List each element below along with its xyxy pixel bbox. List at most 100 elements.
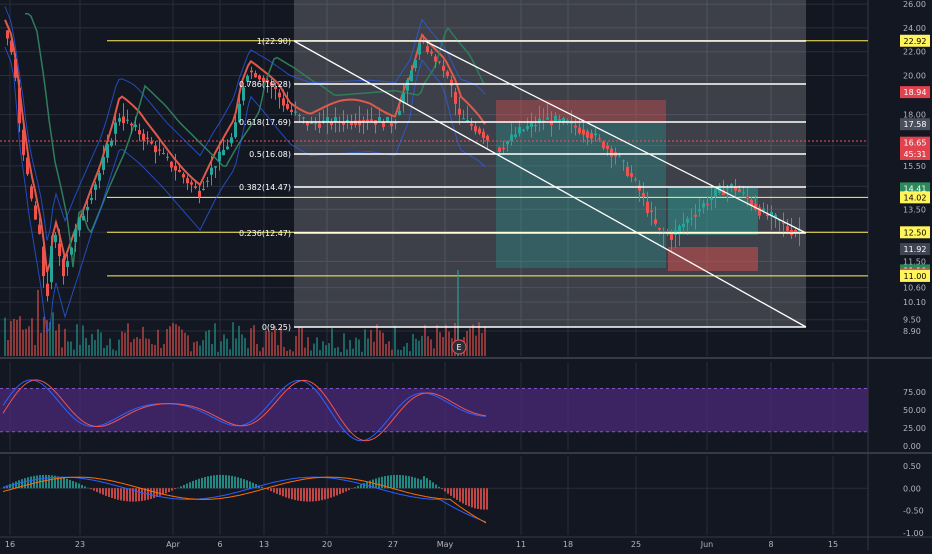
macd-histogram-bar [168, 488, 170, 492]
volume-bar [259, 351, 261, 356]
macd-histogram-bar [240, 478, 242, 488]
volume-bar [13, 319, 15, 356]
volume-bar [130, 342, 132, 356]
fib-level-label: 0.5(16.08) [249, 150, 291, 159]
candle-body [174, 166, 177, 171]
time-axis-tick: 20 [322, 540, 332, 549]
volume-bar [400, 350, 402, 356]
candle-body [378, 117, 381, 121]
macd-histogram-bar [306, 488, 308, 501]
volume-bar [250, 328, 252, 356]
candle-body [518, 127, 521, 133]
macd-histogram-bar [27, 477, 29, 488]
macd-histogram-bar [135, 488, 137, 501]
price-axis-tick: 26.00 [903, 0, 926, 9]
volume-bar [214, 323, 216, 356]
volume-bar [235, 338, 237, 356]
time-axis-tick: 16 [5, 540, 15, 549]
candle-body [302, 117, 305, 118]
macd-histogram-bar [438, 487, 440, 488]
macd-histogram-bar [276, 488, 278, 494]
macd-histogram-bar [81, 485, 83, 488]
candle-body [290, 110, 293, 112]
candle-body [54, 235, 57, 242]
candle-body [470, 124, 473, 126]
volume-bar [181, 330, 183, 356]
candle-body [318, 123, 321, 128]
volume-bar [127, 323, 129, 356]
price-axis-tick: 22.00 [903, 48, 926, 57]
macd-histogram-bar [33, 476, 35, 488]
time-axis-tick: Jun [700, 540, 714, 549]
volume-bar [52, 312, 54, 356]
volume-bar [226, 339, 228, 356]
candle-body [626, 167, 629, 176]
volume-bar [319, 350, 321, 356]
macd-histogram-bar [216, 475, 218, 488]
volume-bar [91, 334, 93, 356]
volume-bar [232, 322, 234, 356]
candle-body [522, 130, 525, 131]
macd-histogram-bar [315, 488, 317, 501]
volume-bar [265, 331, 267, 356]
volume-bar [139, 339, 141, 356]
time-axis-tick: May [437, 540, 454, 549]
volume-bar [211, 344, 213, 356]
macd-histogram-bar [66, 479, 68, 488]
macd-histogram-bar [159, 488, 161, 496]
time-axis-tick: 15 [828, 540, 838, 549]
volume-bar [337, 347, 339, 356]
macd-histogram-bar [297, 488, 299, 500]
candle-body [414, 60, 417, 68]
candle-body [122, 117, 125, 124]
volume-bar [370, 330, 372, 356]
macd-histogram-bar [111, 488, 113, 498]
candle-body [102, 157, 105, 170]
candle-body [546, 118, 549, 120]
macd-histogram-bar [429, 480, 431, 488]
macd-histogram-bar [75, 482, 77, 488]
candle-body [218, 152, 221, 162]
volume-bar [331, 328, 333, 356]
macd-histogram-bar [363, 483, 365, 488]
macd-histogram-bar [153, 488, 155, 498]
macd-histogram-bar [354, 487, 356, 488]
volume-bar [100, 332, 102, 356]
macd-histogram-bar [393, 475, 395, 488]
candle-body [526, 126, 529, 129]
macd-histogram-bar [369, 481, 371, 489]
volume-bar [301, 327, 303, 356]
volume-bar [118, 340, 120, 356]
volume-bar [82, 325, 84, 356]
fib-level-label: 0.618(17.69) [239, 118, 291, 127]
volume-bar [334, 348, 336, 356]
candle-body [358, 120, 361, 125]
macd-histogram-bar [435, 485, 437, 489]
candle-body [506, 141, 509, 144]
candle-body [438, 61, 441, 62]
candle-body [74, 230, 77, 242]
volume-bar [190, 351, 192, 356]
fib-level-label: 1(22.90) [257, 37, 291, 46]
volume-bar [58, 324, 60, 356]
volume-bar [115, 351, 117, 356]
candle-body [594, 133, 597, 135]
macd-histogram-bar [348, 488, 350, 490]
candle-body [654, 219, 657, 224]
candle-body [714, 189, 717, 197]
candle-body [22, 130, 25, 155]
macd-histogram-bar [282, 488, 284, 496]
volume-bar [217, 352, 219, 356]
volume-bar [19, 316, 21, 356]
volume-bar [262, 347, 264, 356]
volume-bar [70, 341, 72, 356]
volume-bar [253, 325, 255, 356]
stoch-axis-tick: 25.00 [903, 424, 926, 433]
macd-histogram-bar [333, 488, 335, 496]
macd-histogram-bar [423, 476, 425, 488]
candle-body [130, 124, 133, 126]
macd-histogram-bar [441, 488, 443, 489]
macd-histogram-bar [213, 475, 215, 488]
